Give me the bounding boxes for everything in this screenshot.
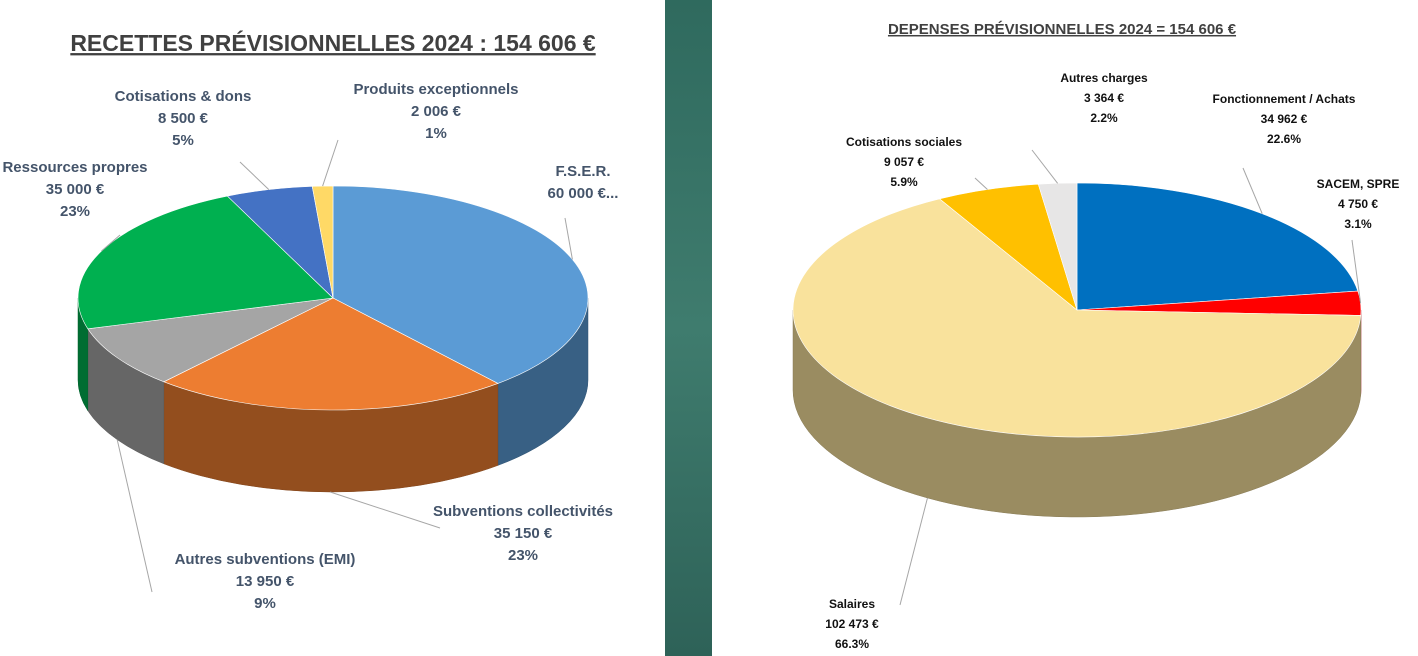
- data-label-value: 9 057 €: [884, 155, 924, 169]
- leader-line: [239, 161, 270, 190]
- data-label-percent: 23%: [508, 547, 538, 564]
- data-label-value: 3 364 €: [1084, 91, 1124, 105]
- leader-line: [564, 217, 573, 260]
- leader-line: [101, 234, 121, 252]
- separator: [665, 0, 712, 656]
- data-label-percent: 5.9%: [890, 175, 918, 189]
- data-label-name: Fonctionnement / Achats: [1213, 92, 1356, 106]
- leader-line: [899, 497, 928, 606]
- leader-line: [1031, 149, 1058, 184]
- data-label-name: Ressources propres: [2, 159, 147, 176]
- data-label-value: 102 473 €: [825, 617, 879, 631]
- chart-title: RECETTES PRÉVISIONNELLES 2024 : 154 606 …: [70, 29, 596, 56]
- leader-line: [330, 491, 441, 529]
- chart-title: DEPENSES PRÉVISIONNELLES 2024 = 154 606 …: [888, 21, 1237, 38]
- pie-slice: [1076, 182, 1359, 311]
- pie-slice: [311, 185, 334, 299]
- data-label-value: 8 500 €: [158, 110, 209, 127]
- data-label-name: SACEM, SPRE: [1317, 177, 1400, 191]
- data-label-value: 13 950 €: [236, 573, 295, 590]
- data-label-name: Autres charges: [1060, 71, 1148, 85]
- leader-line: [1242, 167, 1263, 214]
- data-label-name: Cotisations sociales: [846, 135, 962, 149]
- data-label-value: 4 750 €: [1338, 197, 1378, 211]
- data-label-percent: 22.6%: [1267, 132, 1301, 146]
- data-label-name: Salaires: [829, 597, 875, 611]
- data-label-value: 35 150 €: [494, 525, 553, 542]
- pie-slice: [87, 297, 334, 383]
- leader-line: [1351, 239, 1362, 304]
- leader-line: [116, 439, 153, 593]
- data-label-percent: 66.3%: [835, 637, 869, 651]
- pie-slice: [77, 195, 334, 330]
- leader-line: [974, 177, 988, 190]
- data-label-name: F.S.E.R.: [555, 163, 610, 180]
- data-label-value: 60 000 €...: [548, 185, 619, 202]
- data-label-value: 35 000 €: [46, 181, 105, 198]
- data-label-percent: 5%: [172, 132, 194, 149]
- leader-line: [322, 139, 339, 187]
- data-label-percent: 2.2%: [1090, 111, 1118, 125]
- data-label-percent: 3.1%: [1344, 217, 1372, 231]
- data-label-name: Produits exceptionnels: [353, 81, 518, 98]
- data-label-value: 2 006 €: [411, 103, 462, 120]
- data-label-percent: 9%: [254, 595, 276, 612]
- data-label-percent: 23%: [60, 203, 90, 220]
- data-label-name: Autres subventions (EMI): [175, 551, 356, 568]
- data-label-name: Subventions collectivités: [433, 503, 613, 520]
- pie-slice: [792, 198, 1362, 438]
- data-label-value: 34 962 €: [1261, 112, 1308, 126]
- pie-slice: [163, 297, 499, 411]
- data-label-name: Cotisations & dons: [115, 88, 252, 105]
- data-label-percent: 1%: [425, 125, 447, 142]
